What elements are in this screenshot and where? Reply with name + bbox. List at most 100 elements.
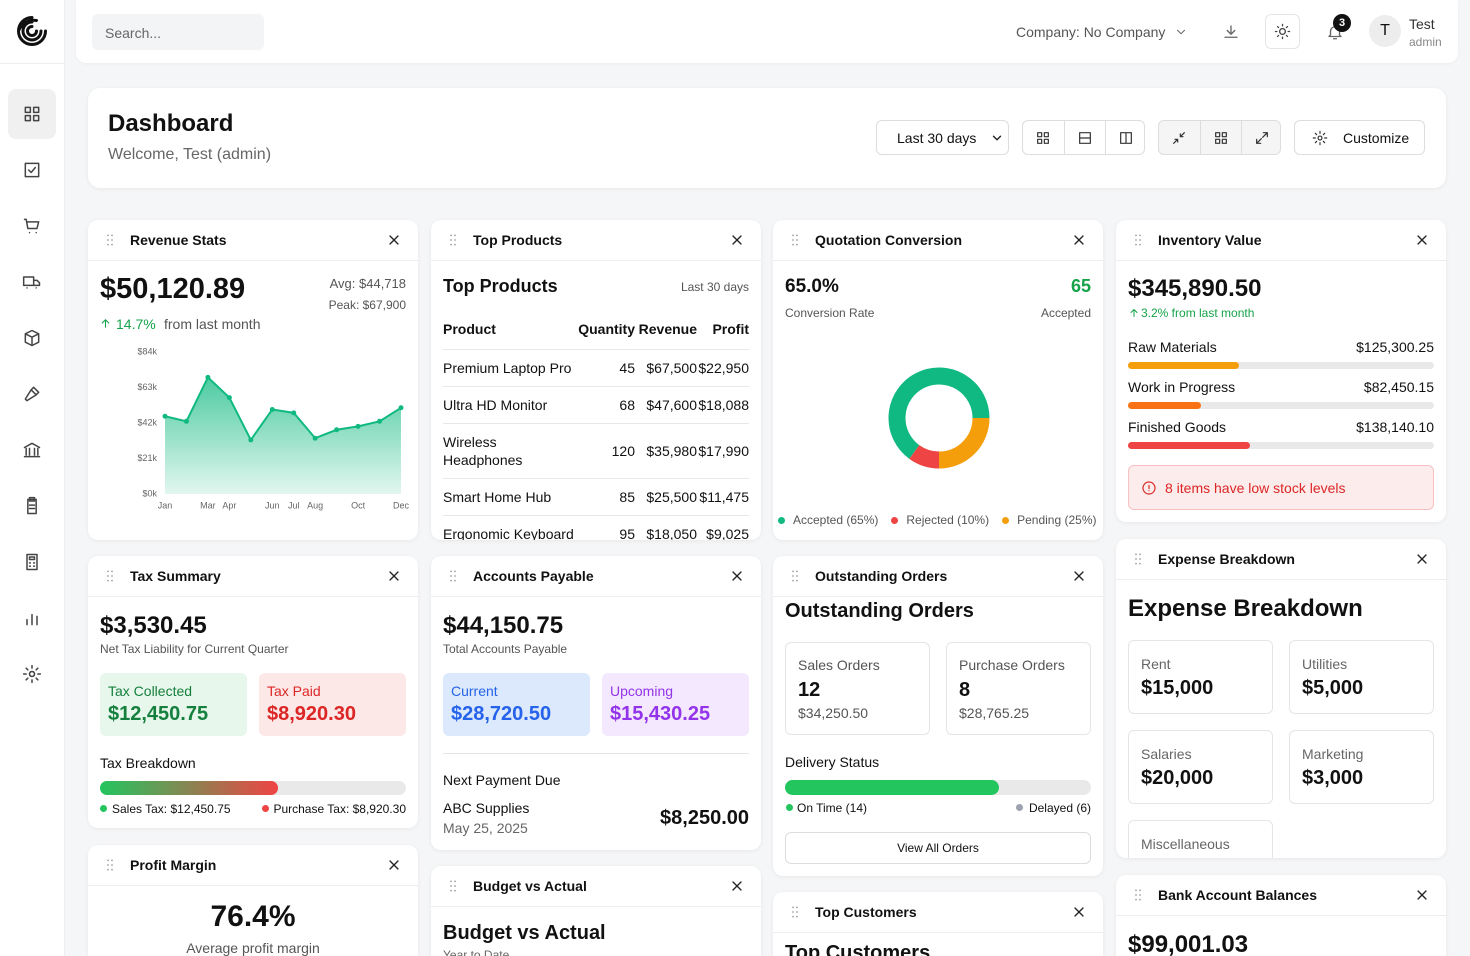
widget: Revenue Stats $50,120.89 Avg: $44,718 Peak:… [88, 220, 418, 540]
select-chevron [992, 135, 1002, 141]
y-tick-label: $63k [137, 382, 157, 392]
point [377, 418, 383, 424]
point [226, 395, 232, 401]
alert-icon-shape [1142, 481, 1156, 495]
topbar: Search... Company: No Company 3 T Test admin [76, 0, 1458, 63]
drag-handle[interactable] [1130, 551, 1146, 567]
layout-button[interactable] [1200, 121, 1242, 154]
table-cell: Ergonomic Keyboard [443, 515, 578, 540]
drag-handle[interactable] [1130, 232, 1146, 248]
close-button[interactable] [1071, 232, 1087, 248]
close-button-shape [1417, 554, 1427, 564]
close-button[interactable] [729, 878, 745, 894]
widget-header: Bank Account Balances [1116, 875, 1446, 916]
notification-badge: 3 [1333, 14, 1351, 32]
nav-item[interactable] [22, 328, 42, 348]
page-subtitle: Welcome, Test (admin) [108, 146, 272, 163]
x-tick-label: Jul [288, 500, 300, 510]
nav-item[interactable] [22, 496, 42, 516]
date-range-select[interactable]: Last 30 days [876, 120, 1009, 155]
layout-button[interactable] [1023, 121, 1064, 154]
widget-title: Tax Summary [130, 568, 221, 584]
drag-handle[interactable] [102, 857, 118, 873]
company-chevron[interactable] [1174, 25, 1188, 39]
table-cell: Ultra HD Monitor [443, 386, 578, 424]
layout-button[interactable] [1064, 121, 1106, 154]
nav-item[interactable] [22, 440, 42, 460]
table-cell: $11,475 [697, 478, 749, 516]
drag-handle[interactable] [787, 904, 803, 920]
nav-item[interactable] [22, 160, 42, 180]
customize-button[interactable]: Customize [1294, 120, 1425, 155]
layout-button[interactable] [1105, 121, 1144, 154]
point [183, 418, 189, 424]
search-input[interactable]: Search... [92, 14, 264, 50]
amount: $345,890.50 [1128, 275, 1262, 302]
nav-item[interactable] [22, 384, 42, 404]
close-button[interactable] [1071, 568, 1087, 584]
button-group [1022, 120, 1145, 155]
close-button[interactable] [729, 568, 745, 584]
expense-box: Miscellaneous [1128, 820, 1273, 858]
nav-item[interactable] [22, 216, 42, 236]
heading: Outstanding Orders [785, 600, 974, 622]
nav-item[interactable] [22, 552, 42, 572]
drag-handle[interactable] [445, 878, 461, 894]
drag-handle[interactable] [102, 568, 118, 584]
close-button[interactable] [1414, 551, 1430, 567]
download-button[interactable] [1222, 23, 1240, 41]
close-button[interactable] [386, 232, 402, 248]
close-button[interactable] [386, 857, 402, 873]
table-cell: $22,950 [697, 349, 749, 387]
drag-handle[interactable] [445, 232, 461, 248]
close-button-shape [732, 881, 742, 891]
column-header: Profit [697, 309, 749, 350]
widget-title: Bank Account Balances [1158, 887, 1317, 903]
drag-handle[interactable] [787, 568, 803, 584]
widget-header: Top Customers [773, 892, 1103, 933]
drag-handle-shape [792, 906, 798, 918]
widget: Profit Margin 76.4% Average profit margin [88, 845, 418, 956]
drag-handle[interactable] [787, 232, 803, 248]
layout-icon [1079, 132, 1091, 144]
table-cell: Premium Laptop Pro [443, 349, 578, 387]
payable-box-amount: $15,430.25 [610, 703, 711, 725]
x-tick-label: Jan [158, 500, 173, 510]
point [291, 410, 297, 416]
nav-item-shape [22, 664, 42, 684]
drag-handle[interactable] [102, 232, 118, 248]
legend-label: Rejected (10%) [906, 513, 990, 527]
layout-button[interactable] [1241, 121, 1280, 154]
amount: $3,530.45 [100, 612, 207, 639]
layout-button[interactable] [1159, 121, 1200, 154]
theme-button-bg[interactable] [1265, 14, 1300, 49]
legend-dot [891, 516, 899, 524]
drag-handle[interactable] [1130, 887, 1146, 903]
drag-handle-shape [107, 570, 113, 582]
close-button[interactable] [1414, 232, 1430, 248]
layout-icon-shape [1079, 132, 1091, 144]
nav-item[interactable] [22, 664, 42, 684]
expense-box: Salaries $20,000 [1128, 730, 1273, 804]
nav-item[interactable] [22, 272, 42, 292]
close-button[interactable] [386, 568, 402, 584]
widget-header: Expense Breakdown [1116, 539, 1446, 580]
order-count: 8 [959, 679, 971, 701]
payable-box-label: Current [451, 683, 498, 699]
layout-icon-shape [1120, 132, 1132, 144]
table-cell: $18,050 [635, 515, 697, 540]
legend-item: Accepted (65%) [778, 513, 878, 527]
legend-item: Rejected (10%) [891, 513, 989, 527]
payable-box: Upcoming $15,430.25 [602, 673, 749, 736]
drag-handle[interactable] [445, 568, 461, 584]
nav-item[interactable] [22, 608, 42, 628]
close-button[interactable] [729, 232, 745, 248]
close-button-shape [1074, 571, 1084, 581]
period: Last 30 days [680, 280, 749, 294]
nav-item[interactable] [22, 104, 42, 124]
close-button[interactable] [1071, 904, 1087, 920]
close-button[interactable] [1414, 887, 1430, 903]
view-orders-button[interactable]: View All Orders [785, 832, 1091, 864]
sidebar [0, 0, 65, 956]
